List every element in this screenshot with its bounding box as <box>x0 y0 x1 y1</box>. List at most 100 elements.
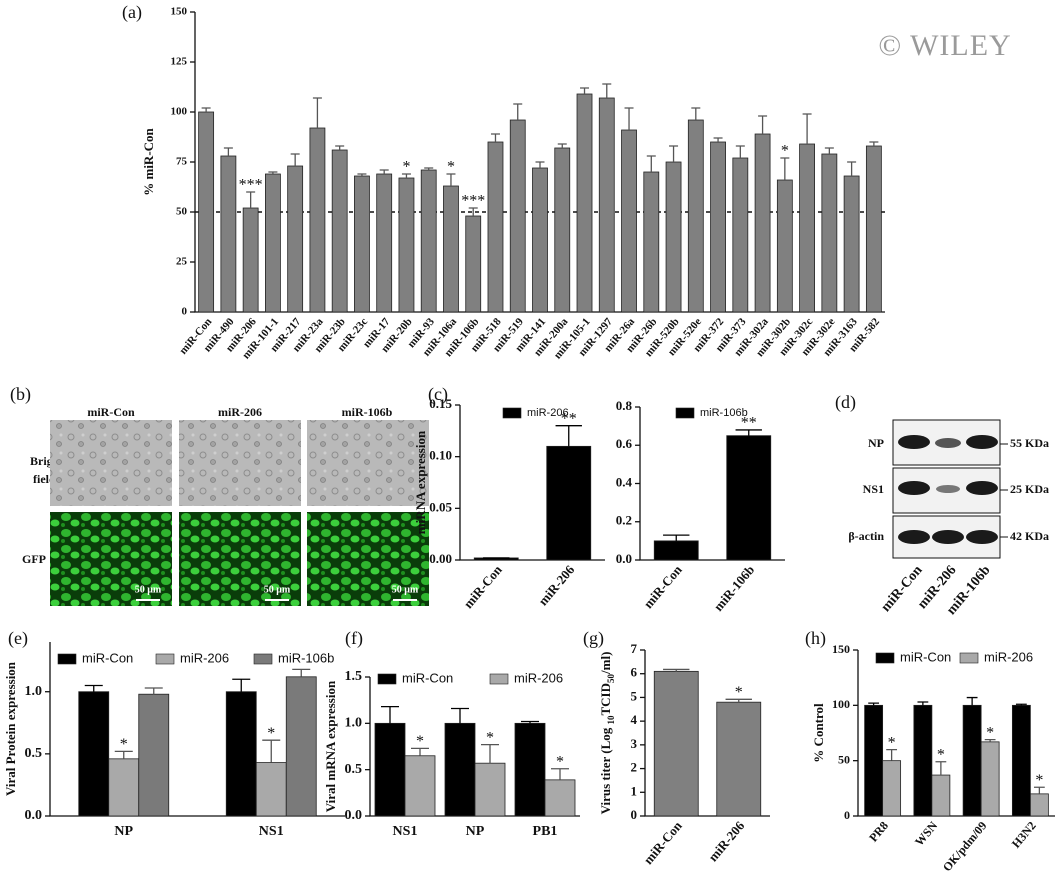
x-tick-label: miR-206 <box>705 818 747 865</box>
bar <box>653 670 699 817</box>
x-tick-label: PR8 <box>866 819 891 845</box>
legend-label: miR-106b <box>700 407 748 419</box>
significance: *** <box>461 193 485 210</box>
y-tick-label: 1.0 <box>25 684 43 699</box>
bar <box>404 755 436 817</box>
y-tick-label: 75 <box>176 156 188 168</box>
y-tick-label: 125 <box>171 56 188 68</box>
band <box>966 530 998 544</box>
lane-label: miR-Con <box>879 563 926 615</box>
bar <box>544 779 576 817</box>
bar <box>799 143 815 313</box>
bar <box>598 97 615 313</box>
y-tick-label: 0.00 <box>429 551 452 566</box>
x-tick-label: miR-206 <box>535 562 577 609</box>
bar <box>265 173 281 313</box>
error-bar <box>735 145 745 158</box>
panel-label: (f) <box>345 628 363 649</box>
bar <box>962 704 982 817</box>
legend-swatch <box>959 652 979 664</box>
bar <box>354 175 370 313</box>
error-bar <box>869 141 879 146</box>
y-axis-label: % miR-Con <box>141 127 156 195</box>
bar <box>514 722 546 817</box>
panel-label: (c) <box>428 384 448 405</box>
y-axis-label: Virus titer (Log 10TCID50/ml) <box>598 652 616 815</box>
bright-field-image <box>179 420 301 506</box>
y-tick-label: 0.4 <box>616 474 633 489</box>
error-bar <box>691 107 701 120</box>
y-tick-label: 0.0 <box>25 808 43 823</box>
significance: * <box>781 143 789 160</box>
bar <box>309 127 326 313</box>
y-axis-label-part: Virus titer (Log <box>598 725 613 815</box>
size-label: 42 KDa <box>1010 529 1049 543</box>
x-tick-label: H3N2 <box>1009 819 1039 851</box>
band <box>935 438 961 448</box>
watermark: © WILEY <box>878 29 1011 62</box>
bar <box>726 435 772 561</box>
bar <box>576 93 593 313</box>
error-bar <box>886 748 898 761</box>
significance: * <box>486 729 494 746</box>
bar <box>621 129 637 313</box>
row-label: GFP <box>22 552 46 566</box>
bar <box>710 141 726 313</box>
y-tick-label: 0.5 <box>25 746 43 761</box>
bar <box>374 722 406 817</box>
bar <box>285 676 317 817</box>
bar <box>931 774 951 817</box>
legend-label: miR-Con <box>900 649 951 664</box>
y-tick-label: 100 <box>171 106 188 118</box>
x-tick-label: PB1 <box>533 824 558 839</box>
y-tick-label: 25 <box>176 256 188 268</box>
panel-b: (b) miR-Con miR-206 miR-106b Bright fiel… <box>10 384 429 606</box>
bar <box>843 175 860 313</box>
bar <box>776 179 793 313</box>
bar <box>465 215 482 313</box>
y-tick-label: 5 <box>631 688 638 703</box>
error-bar <box>713 137 723 142</box>
significance: * <box>937 746 945 763</box>
y-axis-label-part: /ml) <box>598 652 613 675</box>
error-bar <box>232 678 251 692</box>
significance: * <box>447 159 455 176</box>
significance: ** <box>561 410 577 427</box>
bar <box>687 119 704 313</box>
bar <box>754 133 771 313</box>
error-bar <box>1015 703 1027 706</box>
error-bar <box>847 161 857 176</box>
y-tick-label: 150 <box>171 6 188 18</box>
error-bar <box>802 113 812 144</box>
scale-label: 50 μm <box>392 584 419 595</box>
bar <box>474 762 506 817</box>
error-bar <box>468 207 478 216</box>
y-axis-label: Viral mRNA expression <box>323 680 338 812</box>
error-bar <box>401 173 411 178</box>
bar <box>444 722 476 817</box>
x-tick-label: miR-106b <box>711 562 758 614</box>
band <box>932 530 964 544</box>
y-tick-label: 0.0 <box>345 808 363 823</box>
error-bar <box>381 706 399 724</box>
error-bar <box>735 429 762 436</box>
error-bar <box>312 97 322 128</box>
error-bar <box>335 145 345 150</box>
band <box>898 435 930 449</box>
y-tick-label: 0.5 <box>345 762 363 777</box>
bar <box>913 704 933 817</box>
y-tick-label: 50 <box>176 206 188 218</box>
error-bar <box>521 720 539 724</box>
significance: * <box>416 733 424 750</box>
significance: * <box>986 724 994 741</box>
y-tick-label: 0.15 <box>429 396 452 411</box>
significance: * <box>267 725 275 742</box>
error-bar <box>292 668 311 677</box>
band <box>966 435 998 449</box>
x-tick-label: NP <box>114 824 133 839</box>
bar <box>198 111 215 313</box>
error-bar <box>446 173 456 186</box>
bar <box>108 758 140 817</box>
bar <box>443 185 459 313</box>
legend-swatch <box>253 653 273 665</box>
